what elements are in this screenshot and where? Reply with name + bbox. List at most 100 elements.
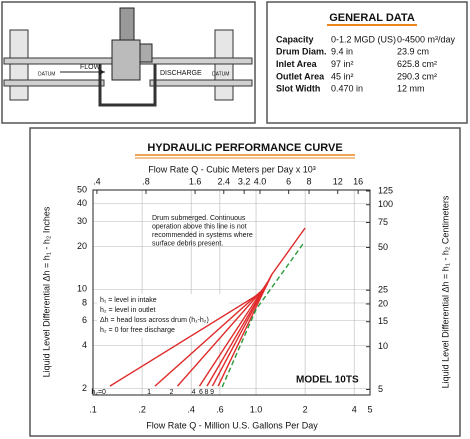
y2-tick-label: 25: [378, 285, 388, 295]
pipe: [149, 79, 253, 87]
y-tick-label: 30: [77, 216, 87, 226]
x-tick-label: 1.0: [250, 404, 263, 414]
curve: [217, 227, 306, 387]
drum: [111, 39, 141, 81]
row-value: 0-4500 m³/day: [397, 34, 456, 44]
curve-label: 8: [205, 389, 209, 396]
x-tick-label: .6: [216, 404, 224, 414]
row-value: 9.4 in: [331, 47, 353, 57]
x2-tick-label: 2.4: [218, 176, 231, 186]
key-line: Δh = head loss across drum (h₁-h₂): [100, 317, 209, 324]
data-frame: [266, 1, 468, 124]
y2-axis-title: Liquid Level Differential Δh = h₁ - h₂ C…: [440, 195, 450, 388]
annotation: operation above this line is not: [152, 223, 247, 230]
row-value: 0-1.2 MGD (US): [331, 34, 396, 44]
x2-tick-label: 1.6: [189, 176, 202, 186]
curve: [176, 284, 268, 387]
row-value: 12 mm: [397, 84, 425, 94]
diagram-label: DISCHARGE: [160, 70, 202, 77]
curve-label: h₂=0: [91, 389, 106, 396]
row-value: 45 in²: [331, 71, 354, 81]
key-line: h₂ = 0 for free discharge: [100, 327, 175, 334]
y-tick-label: 20: [77, 241, 87, 251]
x2-tick-label: 8: [307, 176, 312, 186]
limit-line: [221, 243, 304, 388]
row-value: 290.3 cm²: [397, 71, 437, 81]
diagram-label: FLOW: [80, 64, 101, 71]
y-tick-label: 40: [77, 198, 87, 208]
general-data-title: GENERAL DATA: [329, 12, 415, 24]
y-tick-label: 50: [77, 184, 87, 194]
y2-tick-label: 10: [378, 341, 388, 351]
x2-tick-label: 3.2: [238, 176, 251, 186]
y2-tick-label: 20: [378, 298, 388, 308]
row-label: Capacity: [276, 34, 314, 44]
curve: [109, 291, 263, 387]
chart: HYDRAULIC PERFORMANCE CURVE Flow Rate Q …: [29, 127, 461, 437]
chamber: [98, 64, 157, 107]
y-axis-title: Liquid Level Differential Δh = h₁ - h₂ I…: [41, 206, 51, 377]
x-tick-label: 5: [367, 404, 372, 414]
y2-tick-label: 75: [378, 217, 388, 227]
y2-tick-label: 125: [378, 185, 393, 195]
y2-tick-label: 15: [378, 316, 388, 326]
x-tick-label: 2: [303, 404, 308, 414]
curve-label: 2: [170, 389, 174, 396]
curve-label: 4: [192, 389, 196, 396]
curve-label: 1: [147, 389, 151, 396]
y-tick-label: 8: [82, 297, 87, 307]
data-rows: Capacity 0-1.2 MGD (US) 0-4500 m³/day Drum …: [276, 34, 456, 93]
curve-label: 9: [210, 389, 214, 396]
x2-tick-label: 4.0: [254, 176, 267, 186]
y-tick-label: 4: [82, 340, 87, 350]
flow-arrow-head: [99, 69, 105, 75]
row-label: Drum Diam.: [276, 47, 327, 57]
plot-frame: [92, 189, 371, 396]
x2-tick-label: .8: [142, 176, 150, 186]
y-tick-label: 2: [82, 383, 87, 393]
curve: [154, 287, 266, 387]
x-tick-label: .1: [89, 404, 97, 414]
row-value: 625.8 cm²: [397, 59, 437, 69]
y-tick-label: 6: [82, 315, 87, 325]
x2-tick-label: .4: [93, 176, 101, 186]
x-tick-label: .2: [138, 404, 146, 414]
x2-tick-label: 6: [286, 176, 291, 186]
row-value: 0.470 in: [331, 84, 363, 94]
annotation: surface debris present.: [152, 240, 223, 247]
row-label: Outlet Area: [276, 71, 325, 81]
curve: [211, 274, 273, 387]
model-label: MODEL 10TS: [296, 375, 359, 386]
key-line: h₂ = level in outlet: [100, 307, 156, 314]
curve-label: 6: [199, 389, 203, 396]
x-axis-title: Flow Rate Q - Million U.S. Gallons Per D…: [146, 420, 318, 430]
row-label: Slot Width: [276, 84, 320, 94]
chart-frame: [29, 127, 461, 437]
gearbox: [139, 43, 153, 63]
annotation: recommended in systems where: [152, 232, 253, 239]
general-data: GENERAL DATA Capacity 0-1.2 MGD (US) 0-450…: [266, 1, 468, 124]
x-tick-label: .4: [187, 404, 195, 414]
x2-axis-title: Flow Rate Q - Cubic Meters per Day x 10³: [148, 164, 316, 174]
wall: [214, 29, 234, 101]
row-label: Inlet Area: [276, 59, 318, 69]
chart-title: HYDRAULIC PERFORMANCE CURVE: [147, 142, 342, 154]
y2-tick-label: 5: [378, 384, 383, 394]
x2-tick-label: 16: [353, 176, 363, 186]
motor: [119, 7, 135, 41]
annotation: Drum submerged. Continuous: [152, 215, 246, 222]
row-value: 23.9 cm: [397, 47, 429, 57]
diagram-label: DATUM: [212, 71, 229, 77]
y2-tick-label: 100: [378, 199, 393, 209]
wall: [9, 29, 29, 101]
x2-tick-label: 12: [333, 176, 343, 186]
diagram-label: DATUM: [38, 71, 55, 77]
curve: [198, 281, 269, 387]
row-value: 97 in²: [331, 59, 354, 69]
key-box: [97, 294, 229, 338]
pipe: [3, 79, 105, 87]
y2-tick-label: 50: [378, 242, 388, 252]
y-tick-label: 10: [77, 284, 87, 294]
x-tick-label: 4: [352, 404, 357, 414]
